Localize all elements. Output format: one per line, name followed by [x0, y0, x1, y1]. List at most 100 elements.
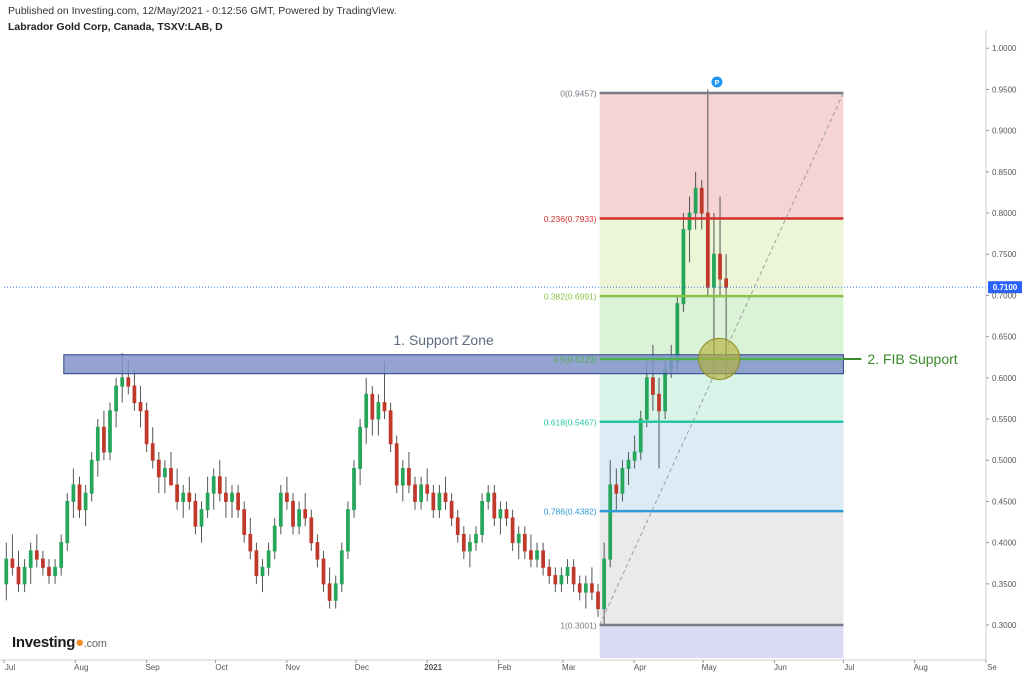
candle-body: [339, 550, 344, 585]
candle-body: [303, 509, 308, 519]
candle-body: [138, 402, 143, 412]
candle-body: [309, 517, 314, 544]
brand-name: Investing: [12, 634, 76, 651]
candle-body: [150, 443, 155, 461]
candle-body: [443, 492, 448, 502]
candle-body: [95, 426, 100, 461]
candle-body: [614, 484, 619, 494]
x-tick-label: Jul: [5, 663, 15, 672]
candle-body: [547, 566, 552, 577]
candle-body: [333, 583, 338, 601]
x-tick-label: Feb: [498, 663, 512, 672]
candle-body: [419, 484, 423, 502]
fib-level-label: 1(0.3001): [560, 620, 597, 630]
candle-body: [278, 492, 283, 527]
candle-body: [22, 566, 27, 585]
candle-body: [199, 509, 204, 527]
candle-body: [492, 492, 497, 519]
candle-body: [327, 583, 332, 601]
candle-body: [486, 492, 491, 502]
candles: [4, 89, 728, 626]
candle-body: [291, 500, 295, 527]
candle-body: [102, 426, 106, 453]
y-tick-label: 0.7500: [992, 250, 1017, 259]
candle-body: [431, 492, 436, 511]
axes: 1.0000 0.9500 0.9000 0.8500 0.8000 0.7500 0.70…: [0, 30, 1017, 672]
x-tick-label: Aug: [74, 663, 88, 672]
candle-body: [705, 212, 710, 288]
candle-body: [217, 476, 222, 494]
candle-body: [577, 583, 582, 593]
y-tick-label: 0.3500: [992, 580, 1017, 589]
candle-body: [498, 509, 503, 519]
fib-level-label: 0.5(0.6229): [553, 354, 597, 364]
candle-body: [77, 484, 82, 511]
x-tick-label: Aug: [914, 663, 928, 672]
x-tick-label: Nov: [286, 663, 300, 672]
candle-body: [285, 492, 289, 502]
candle-body: [272, 525, 277, 552]
fib-level-label: 0.382(0.6991): [544, 292, 597, 302]
candle-body: [644, 377, 649, 420]
candle-body: [565, 566, 570, 577]
candle-body: [144, 410, 149, 445]
support-zone-label: 1. Support Zone: [393, 332, 494, 348]
candle-body: [260, 566, 265, 577]
candle-body: [321, 558, 326, 585]
candle-body: [516, 533, 521, 544]
candle-body: [480, 500, 484, 535]
candle-body: [522, 533, 527, 552]
candle-body: [211, 476, 216, 494]
x-tick-label: Se: [987, 663, 997, 672]
fib-band: [599, 511, 844, 625]
candle-body: [437, 492, 442, 511]
candle-body: [28, 550, 33, 568]
candle-body: [126, 377, 131, 387]
candle-body: [657, 393, 661, 412]
candle-body: [571, 566, 576, 585]
candle-body: [712, 253, 716, 288]
pivot-marker: [711, 76, 723, 88]
candle-body: [590, 583, 594, 593]
x-tick-label: Jul: [844, 663, 854, 672]
candle-body: [388, 410, 393, 445]
candle-body: [638, 418, 643, 453]
candle-body: [553, 575, 558, 585]
candle-body: [718, 253, 722, 280]
last-price-tag: [988, 281, 1022, 294]
candle-body: [34, 550, 39, 560]
candle-body: [315, 542, 320, 560]
candle-body: [53, 566, 57, 577]
candle-body: [687, 212, 692, 231]
candle-body: [376, 402, 381, 420]
candle-body: [4, 558, 9, 585]
candle-body: [41, 558, 45, 568]
candle-body: [370, 393, 375, 420]
x-tick-label: 2021: [424, 663, 442, 672]
candle-body: [468, 542, 472, 552]
candle-body: [510, 517, 515, 544]
fib-levels: 0(0.9457) 0.236(0.7933) 0.382(0.6991) 0.5(0…: [544, 88, 844, 630]
fib-band: [599, 92, 844, 219]
fib-band: [599, 421, 844, 512]
candle-body: [187, 492, 192, 502]
instrument-title: Labrador Gold Corp, Canada, TSXV:LAB, D: [8, 21, 223, 33]
fib-band: [599, 624, 844, 658]
y-tick-label: 0.8500: [992, 168, 1017, 177]
candle-body: [114, 385, 118, 412]
y-tick-label: 0.5500: [992, 415, 1017, 424]
candle-body: [65, 500, 70, 544]
annotations: 0.7100 2. FIB Support P: [4, 76, 1022, 626]
candle-body: [175, 484, 179, 502]
candle-body: [626, 459, 631, 469]
candle-body: [693, 187, 698, 214]
candle-body: [455, 517, 460, 535]
candle-body: [382, 402, 387, 412]
candle-body: [346, 509, 350, 552]
candle-body: [358, 426, 362, 469]
x-tick-label: Sep: [145, 663, 160, 672]
candle-body: [425, 484, 430, 494]
fib-support-circle: [698, 337, 741, 381]
candle-body: [651, 377, 655, 395]
